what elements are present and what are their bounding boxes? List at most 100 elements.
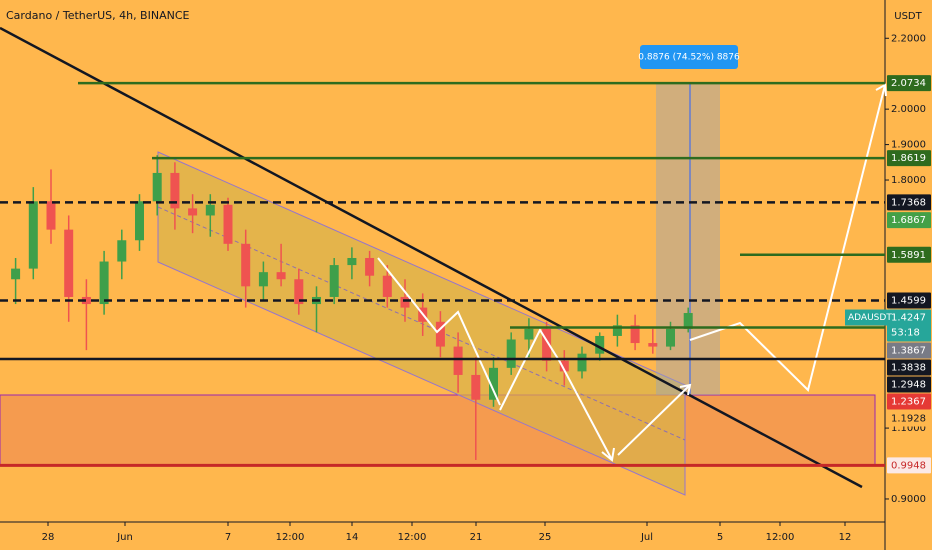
candle-body <box>329 265 339 297</box>
y-tick-label: 1.1000 <box>891 423 926 434</box>
price-label: 1.8619 <box>891 153 926 164</box>
candle-body <box>223 204 233 244</box>
candle-body <box>400 296 410 308</box>
candle-body <box>612 325 622 336</box>
y-tick-label: 1.8000 <box>891 175 926 186</box>
countdown: 53:18 <box>891 328 920 339</box>
candle-body <box>81 296 91 305</box>
y-tick-label: 0.9000 <box>891 494 926 505</box>
price-label-box <box>887 194 931 211</box>
candle-body <box>276 272 286 280</box>
chart-title: Cardano / TetherUS, 4h, BINANCE <box>6 9 190 22</box>
price-label: 0.9948 <box>891 460 926 471</box>
candle-body <box>648 343 658 347</box>
x-tick-label: 21 <box>470 532 483 543</box>
price-label-box <box>887 342 931 359</box>
projection-path <box>689 84 886 392</box>
price-label-box <box>887 410 931 427</box>
x-tick-label: 12 <box>839 532 852 543</box>
candle-body <box>542 328 552 361</box>
price-label: 1.5891 <box>891 250 926 261</box>
x-tick-label: 12:00 <box>398 532 427 543</box>
x-tick-label: 14 <box>346 532 359 543</box>
price-label-box <box>887 309 931 342</box>
trend-line <box>0 26 863 489</box>
price-label: 1.7368 <box>891 197 926 208</box>
candle-body <box>347 257 357 266</box>
price-label: 1.6867 <box>891 215 926 226</box>
price-label: 1.4247 <box>891 313 926 324</box>
x-tick-label: Jun <box>116 532 133 543</box>
candle-body <box>453 346 463 375</box>
price-label: 1.4599 <box>891 296 926 307</box>
candle-body <box>365 257 375 276</box>
candle-body <box>559 360 569 372</box>
price-label: 1.2948 <box>891 380 926 391</box>
price-label: 1.3838 <box>891 363 926 374</box>
price-label-box <box>887 393 931 410</box>
candle-body <box>117 240 127 262</box>
price-label-box <box>887 246 931 263</box>
price-label-box <box>887 150 931 167</box>
y-tick-label: 2.2000 <box>891 33 926 44</box>
candle-body <box>188 208 198 216</box>
x-tick-label: 28 <box>42 532 55 543</box>
x-tick-label: 25 <box>539 532 552 543</box>
price-label-box <box>887 75 931 92</box>
candle-body <box>99 261 109 305</box>
price-label: 2.0734 <box>891 78 926 89</box>
measure-box <box>656 83 720 395</box>
support-zone <box>0 394 876 466</box>
candle-body <box>46 201 56 230</box>
shapes <box>0 83 876 496</box>
candle-body <box>11 268 21 280</box>
candle-body <box>28 201 38 269</box>
currency: USDT <box>894 11 922 22</box>
candle-body <box>241 243 251 287</box>
measure-bubble <box>640 45 738 69</box>
candle-body <box>683 313 693 329</box>
projection-path <box>499 327 613 461</box>
price-label-box <box>887 359 931 376</box>
price-label: 1.2367 <box>891 397 926 408</box>
candle-body <box>294 279 304 305</box>
candle-body <box>471 374 481 400</box>
candle-body <box>524 328 534 340</box>
candle-body <box>382 275 392 297</box>
channel-mid <box>157 206 686 441</box>
candle-body <box>135 201 144 241</box>
candle-body <box>64 229 74 297</box>
arrow-head <box>679 383 692 396</box>
candle-body <box>170 172 180 209</box>
x-tick-label: 12:00 <box>276 532 305 543</box>
y-tick-label: 1.9000 <box>891 140 926 151</box>
x-tick-label: 7 <box>225 532 231 543</box>
arrow-head <box>601 447 615 462</box>
price-label-box <box>887 457 931 474</box>
x-tick-label: 12:00 <box>766 532 795 543</box>
price-label-box <box>887 376 931 393</box>
candle-body <box>577 353 587 372</box>
x-tick-label: Jul <box>640 532 653 543</box>
projection-path <box>617 384 691 456</box>
arrow-head <box>875 83 887 97</box>
price-label: 1.3867 <box>891 346 926 357</box>
y-tick-label: 2.0000 <box>891 104 926 115</box>
candle-body <box>595 335 605 354</box>
measure-label: 0.8876 (74.52%) 8876 <box>638 53 740 63</box>
candle-body <box>506 339 516 368</box>
candle-body <box>205 204 215 216</box>
x-tick-label: 5 <box>717 532 723 543</box>
price-label-box <box>887 212 931 229</box>
candle-body <box>435 321 445 347</box>
symbol-label: ADAUSDT <box>848 313 892 323</box>
price-label-box <box>887 292 931 309</box>
symbol-box <box>845 309 887 326</box>
price-label: 1.1928 <box>891 414 926 425</box>
candle-body <box>489 367 498 400</box>
candle-body <box>630 325 640 344</box>
candle-body <box>152 172 162 202</box>
candle-body <box>258 272 268 287</box>
candle-body <box>666 328 675 347</box>
